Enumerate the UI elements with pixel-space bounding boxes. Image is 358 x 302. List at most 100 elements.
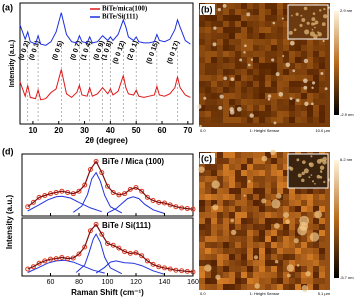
afm-pixel: [223, 230, 229, 236]
afm-pixel: [319, 93, 325, 99]
afm-pixel: [253, 170, 259, 176]
x-tick-label: 30: [80, 126, 89, 135]
afm-pixel: [307, 284, 313, 290]
plot-frame: [19, 2, 194, 125]
afm-grain: [328, 6, 331, 9]
afm-pixel: [307, 248, 313, 254]
afm-pixel: [199, 236, 205, 242]
colorbar-min: -2.9 nm: [340, 112, 354, 117]
afm-pixel: [205, 224, 211, 230]
raman-point: [76, 188, 82, 194]
afm-grain: [243, 194, 246, 197]
afm-pixel: [277, 188, 283, 194]
afm-pixel: [277, 224, 283, 230]
afm-pixel: [223, 260, 229, 266]
afm-pixel: [259, 45, 265, 51]
afm-pixel: [259, 15, 265, 21]
afm-pixel: [199, 87, 205, 93]
afm-pixel: [205, 242, 211, 248]
afm-pixel: [241, 200, 247, 206]
afm-pixel: [289, 194, 295, 200]
afm-pixel: [253, 188, 259, 194]
afm-pixel: [241, 212, 247, 218]
afm-pixel: [283, 158, 289, 164]
axis-end: 5.1 μm: [318, 291, 331, 296]
inset-grain: [320, 169, 322, 172]
afm-pixel: [289, 254, 295, 260]
afm-pixel: [307, 87, 313, 93]
afm-pixel: [307, 242, 313, 248]
afm-pixel: [235, 218, 241, 224]
afm-pixel: [295, 188, 301, 194]
afm-pixel: [289, 63, 295, 69]
afm-grain: [215, 274, 221, 280]
afm-pixel: [283, 278, 289, 284]
afm-pixel: [199, 188, 205, 194]
afm-pixel: [205, 200, 211, 206]
afm-grain: [282, 54, 285, 58]
afm-pixel: [295, 57, 301, 63]
afm-pixel: [223, 242, 229, 248]
afm-pixel: [235, 284, 241, 290]
afm-pixel: [217, 236, 223, 242]
afm-pixel: [229, 236, 235, 242]
afm-pixel: [217, 254, 223, 260]
afm-pixel: [265, 75, 271, 81]
afm-pixel: [253, 272, 259, 278]
afm-grain: [246, 12, 251, 17]
inset-grain: [299, 23, 303, 27]
afm-grain: [230, 77, 235, 81]
afm-pixel: [265, 81, 271, 87]
afm-pixel: [271, 242, 277, 248]
afm-grain: [212, 204, 219, 211]
inset-grain: [316, 174, 321, 179]
afm-pixel: [205, 105, 211, 111]
afm-pixel: [313, 45, 319, 51]
afm-pixel: [319, 266, 325, 272]
inset-grain: [308, 176, 311, 179]
panel-label: (c): [201, 153, 212, 163]
afm-pixel: [313, 278, 319, 284]
afm-pixel: [199, 242, 205, 248]
afm-pixel: [283, 21, 289, 27]
x-tick-label: 100: [102, 279, 114, 286]
afm-pixel: [247, 254, 253, 260]
raman-point: [82, 182, 88, 188]
afm-pixel: [265, 182, 271, 188]
afm-pixel: [217, 87, 223, 93]
inset-grain: [303, 6, 308, 11]
afm-pixel: [211, 284, 217, 290]
afm-grain: [239, 58, 243, 62]
afm-pixel: [295, 278, 301, 284]
afm-pixel: [277, 218, 283, 224]
afm-pixel: [241, 230, 247, 236]
afm-pixel: [259, 117, 265, 123]
inset-grain: [288, 166, 292, 170]
afm-pixel: [229, 266, 235, 272]
afm-pixel: [259, 99, 265, 105]
afm-pixel: [265, 254, 271, 260]
afm-pixel: [259, 21, 265, 27]
afm-pixel: [223, 266, 229, 272]
raman-point: [36, 260, 42, 266]
afm-pixel: [211, 266, 217, 272]
afm-grain: [229, 110, 235, 115]
afm-pixel: [241, 182, 247, 188]
afm-pixel: [223, 9, 229, 15]
afm-pixel: [253, 69, 259, 75]
afm-pixel: [199, 266, 205, 272]
afm-pixel: [241, 164, 247, 170]
afm-pixel: [259, 266, 265, 272]
legend-label: BiTe/Si(111): [102, 13, 139, 21]
afm-pixel: [319, 51, 325, 57]
afm-pixel: [241, 9, 247, 15]
afm-pixel: [241, 254, 247, 260]
inset-grain: [311, 17, 316, 22]
afm-pixel: [289, 278, 295, 284]
afm-pixel: [289, 218, 295, 224]
afm-pixel: [295, 242, 301, 248]
raman-point: [139, 253, 145, 259]
afm-pixel: [211, 33, 217, 39]
raman-point: [150, 261, 156, 267]
afm-pixel: [307, 93, 313, 99]
